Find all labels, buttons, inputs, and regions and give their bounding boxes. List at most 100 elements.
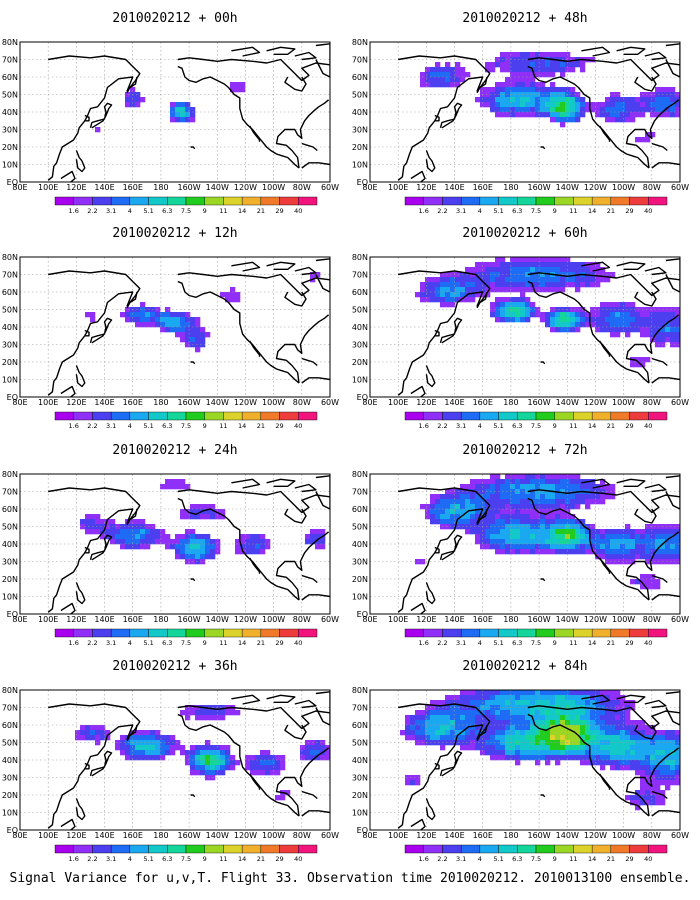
variance-cell: [570, 474, 576, 480]
variance-cell: [520, 715, 526, 721]
variance-cell: [510, 504, 516, 510]
variance-cell: [505, 317, 511, 323]
variance-cell: [580, 755, 586, 761]
variance-cell: [485, 710, 491, 716]
variance-cell: [460, 67, 466, 73]
colorbar-label: 29: [275, 422, 283, 430]
variance-cell: [130, 755, 136, 761]
variance-cell: [500, 514, 506, 520]
variance-cell: [500, 82, 506, 88]
variance-cell: [505, 102, 511, 108]
variance-cell: [195, 765, 201, 771]
variance-cell: [640, 362, 646, 368]
variance-cell: [235, 710, 241, 716]
variance-cell: [195, 760, 201, 766]
variance-cell: [575, 690, 581, 696]
panel-title: 2010020212 + 36h: [112, 659, 237, 674]
variance-cell: [600, 479, 606, 485]
variance-cell: [655, 342, 661, 348]
variance-cell: [320, 740, 326, 746]
variance-cell: [645, 92, 651, 98]
variance-cell: [610, 272, 616, 278]
colorbar-label: 2.2: [87, 207, 97, 215]
variance-cell: [530, 262, 536, 268]
variance-cell: [205, 509, 211, 515]
colorbar-swatch: [148, 844, 168, 854]
lat-tick-label: 20N: [352, 575, 368, 584]
variance-cell: [580, 539, 586, 545]
variance-cell: [135, 322, 141, 328]
variance-cell: [565, 755, 571, 761]
variance-cell: [105, 534, 111, 540]
variance-cell: [470, 745, 476, 751]
variance-cell: [195, 322, 201, 328]
variance-cell: [640, 529, 646, 535]
coastline: [527, 272, 680, 297]
variance-cell: [610, 307, 616, 313]
coastline: [75, 150, 86, 173]
variance-cell: [500, 700, 506, 706]
variance-cell: [520, 112, 526, 118]
variance-cell: [665, 539, 671, 545]
variance-cell: [435, 82, 441, 88]
variance-cell: [510, 97, 516, 103]
variance-cell: [540, 287, 546, 293]
variance-cell: [650, 327, 656, 333]
variance-cell: [180, 745, 186, 751]
variance-cell: [540, 52, 546, 58]
variance-cell: [555, 735, 561, 741]
lon-tick-label: 140E: [444, 615, 464, 624]
variance-cell: [580, 529, 586, 535]
variance-cell: [565, 544, 571, 550]
variance-cell: [500, 695, 506, 701]
lon-tick-label: 120E: [66, 183, 86, 192]
variance-cell: [150, 730, 156, 736]
variance-cell: [445, 524, 451, 530]
variance-cell: [505, 277, 511, 283]
variance-cell: [180, 484, 186, 490]
variance-cell: [515, 267, 521, 273]
coastline: [665, 475, 680, 510]
variance-cell: [480, 292, 486, 298]
variance-cell: [645, 770, 651, 776]
lat-tick-label: 80N: [2, 38, 18, 47]
variance-cell: [500, 277, 506, 283]
coastline: [439, 750, 463, 777]
colorbar-label: 3.1: [106, 855, 116, 863]
variance-cell: [600, 695, 606, 701]
coastline: [625, 531, 680, 601]
variance-cell: [485, 514, 491, 520]
variance-cell: [515, 287, 521, 293]
variance-cell: [425, 514, 431, 520]
lat-tick-label: 30N: [352, 774, 368, 783]
variance-cell: [215, 509, 221, 515]
variance-cell: [545, 534, 551, 540]
variance-cell: [95, 519, 101, 525]
variance-cell: [205, 332, 211, 338]
variance-cell: [300, 755, 306, 761]
variance-cell: [585, 700, 591, 706]
variance-cell: [625, 107, 631, 113]
variance-cell: [190, 509, 196, 515]
variance-cell: [585, 312, 591, 318]
colorbar-swatch: [498, 411, 518, 421]
variance-cell: [480, 690, 486, 696]
variance-cell: [515, 312, 521, 318]
variance-cell: [675, 745, 680, 751]
coastline: [231, 261, 261, 272]
variance-cell: [565, 52, 571, 58]
variance-cell: [605, 720, 611, 726]
variance-cell: [460, 494, 466, 500]
lon-tick-label: 180: [153, 831, 168, 840]
variance-cell: [80, 524, 86, 530]
variance-cell: [180, 549, 186, 555]
variance-cell: [465, 494, 471, 500]
variance-cell: [655, 92, 661, 98]
variance-cell: [620, 539, 626, 545]
variance-cell: [440, 519, 446, 525]
variance-cell: [540, 484, 546, 490]
variance-cell: [655, 102, 661, 108]
variance-cell: [645, 800, 651, 806]
variance-cell: [450, 272, 456, 278]
variance-cell: [230, 755, 236, 761]
